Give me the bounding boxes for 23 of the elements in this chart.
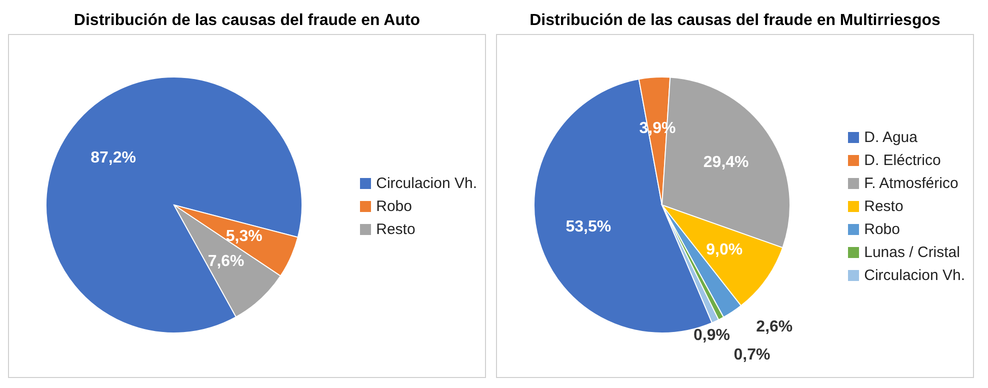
chart-title: Distribución de las causas del fraude en Auto xyxy=(72,11,422,31)
legend-label: Robo xyxy=(376,198,412,214)
legend-label: Resto xyxy=(864,198,904,214)
data-label: 9,0% xyxy=(706,241,743,258)
legend-label: Robo xyxy=(864,220,900,238)
data-label: 2,6% xyxy=(756,318,793,336)
data-label: 29,4% xyxy=(703,154,749,172)
legend-label: Circulacion Vh. xyxy=(376,174,477,192)
legend-label: Circulacion Vh. xyxy=(864,266,965,284)
data-label: 3,9% xyxy=(639,120,676,137)
data-label: 7,6% xyxy=(208,252,244,270)
data-label: 0,7% xyxy=(734,346,770,364)
legend-label: D. Agua xyxy=(864,128,918,146)
data-label: 87,2% xyxy=(90,149,136,166)
chart-title: Distribución de las causas del fraude en Multirriesgos xyxy=(528,11,942,31)
data-label: 5,3% xyxy=(226,228,262,245)
legend-label: Resto xyxy=(376,220,416,238)
legend-label: Lunas / Cristal xyxy=(864,244,960,260)
data-label: 53,5% xyxy=(566,218,612,236)
legend-label: F. Atmosférico xyxy=(864,174,958,192)
legend-label: D. Eléctrico xyxy=(864,152,941,168)
pie-slice xyxy=(46,76,302,334)
data-label: 0,9% xyxy=(693,326,730,344)
